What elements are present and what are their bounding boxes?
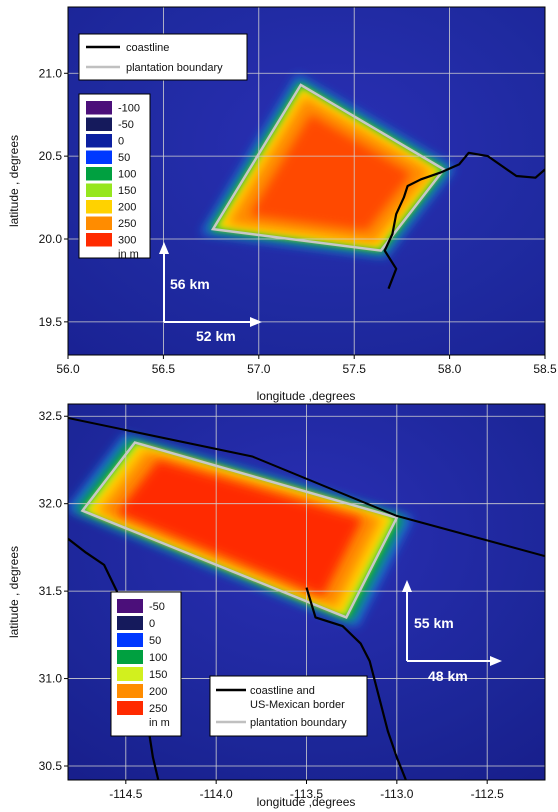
y-tick-label-3: 32.0 xyxy=(39,497,63,511)
legend-swatch-4 xyxy=(117,667,143,681)
y-tick-label-3: 21.0 xyxy=(39,66,63,80)
bottom-chart: -114.5 -114.0 -113.5 -113.0 -112.5 30.5 31.0 31… xyxy=(7,403,546,809)
x-tick-label-2: -113.5 xyxy=(290,787,323,801)
x-tick-label-3: -113.0 xyxy=(380,787,413,801)
legend-swatch-6 xyxy=(86,200,112,214)
top-heatmap xyxy=(68,7,545,355)
legend-level-label-3: 100 xyxy=(149,652,167,664)
bottom-vertical-arrow-label: 55 km xyxy=(414,615,454,631)
coastline xyxy=(305,587,407,780)
legend-unit: in m xyxy=(149,717,170,729)
bottom-x-axis-label: longitude ,degrees xyxy=(257,795,356,809)
coastline xyxy=(383,151,545,290)
legend-swatch-1 xyxy=(86,117,112,131)
bottom-heatmap xyxy=(68,404,545,780)
bottom-horizontal-arrow-label: 48 km xyxy=(428,668,468,684)
legend-level-label-0: -100 xyxy=(118,103,140,115)
legend-level-label-3: 50 xyxy=(118,152,130,164)
legend-level-label-6: 250 xyxy=(149,703,167,715)
legend-level-label-6: 200 xyxy=(118,202,136,214)
y-tick-label-0: 30.5 xyxy=(39,759,63,773)
top-plot-frame xyxy=(67,6,546,356)
x-tick-label-2: 57.0 xyxy=(247,362,271,376)
legend-level-label-7: 250 xyxy=(118,218,136,230)
legend-swatch-0 xyxy=(86,101,112,115)
plantation-boundary xyxy=(80,441,399,619)
y-tick-label-4: 32.5 xyxy=(39,409,63,423)
legend-level-label-1: -50 xyxy=(118,119,134,131)
us-mexican-border xyxy=(68,417,545,558)
y-tick-label-2: 31.5 xyxy=(39,584,63,598)
legend-coastline-border-label-2: US-Mexican border xyxy=(250,699,345,711)
legend-level-label-2: 0 xyxy=(118,136,124,148)
x-tick-label-5: 58.5 xyxy=(533,362,557,376)
legend-plantation-label-bottom: plantation boundary xyxy=(250,717,347,729)
heat-layer-5 xyxy=(117,460,363,597)
legend-level-label-0: -50 xyxy=(149,601,165,613)
legend-level-label-4: 150 xyxy=(149,669,167,681)
legend-swatch-1 xyxy=(117,616,143,630)
bottom-y-axis-label: latitude , degrees xyxy=(7,546,21,638)
legend-swatch-6 xyxy=(117,701,143,715)
x-tick-label-1: -114.0 xyxy=(200,787,233,801)
legend-level-label-5: 200 xyxy=(149,686,167,698)
legend-swatch-2 xyxy=(86,134,112,148)
x-tick-label-4: -112.5 xyxy=(471,787,504,801)
top-x-axis-label: longitude ,degrees xyxy=(257,389,356,403)
legend-swatch-2 xyxy=(117,633,143,647)
legend-swatch-8 xyxy=(86,233,112,247)
top-horizontal-arrow-label: 52 km xyxy=(196,328,236,344)
legend-level-label-1: 0 xyxy=(149,618,155,630)
y-tick-label-0: 19.5 xyxy=(39,315,63,329)
x-tick-label-0: 56.0 xyxy=(56,362,80,376)
legend-coastline-label: coastline xyxy=(126,42,169,54)
legend-level-label-4: 100 xyxy=(118,169,136,181)
top-scale-arrows: 56 km 52 km xyxy=(159,242,262,344)
legend-level-label-8: 300 xyxy=(118,235,136,247)
legend-swatch-5 xyxy=(117,684,143,698)
legend-unit: in m xyxy=(118,249,139,261)
top-y-axis-label: latitude , degrees xyxy=(7,135,21,227)
top-line-legend: coastline plantation boundary xyxy=(78,33,248,81)
bottom-line-legend: coastline and US-Mexican border plantati… xyxy=(209,675,368,737)
legend-swatch-3 xyxy=(117,650,143,664)
bottom-color-legend: -50 0 50 100 150 200 250 in m xyxy=(110,591,182,737)
legend-level-label-5: 150 xyxy=(118,185,136,197)
legend-level-label-2: 50 xyxy=(149,635,161,647)
bottom-scale-arrows: 55 km 48 km xyxy=(402,580,502,684)
x-tick-label-1: 56.5 xyxy=(152,362,176,376)
top-vertical-arrow-label: 56 km xyxy=(170,276,210,292)
y-tick-label-1: 31.0 xyxy=(39,672,63,686)
top-chart: 56.0 56.5 57.0 57.5 58.0 58.5 19.5 20.0 20.5 21.0… xyxy=(7,6,557,403)
top-color-legend: -100 -50 0 50 100 150 200 250 300 in m xyxy=(78,93,151,261)
legend-swatch-0 xyxy=(117,599,143,613)
plantation-boundary xyxy=(210,83,446,252)
legend-swatch-7 xyxy=(86,216,112,230)
legend-plantation-label: plantation boundary xyxy=(126,62,223,74)
x-tick-label-3: 57.5 xyxy=(343,362,367,376)
x-tick-label-4: 58.0 xyxy=(438,362,462,376)
legend-swatch-5 xyxy=(86,183,112,197)
legend-swatch-4 xyxy=(86,167,112,181)
heat-layer-5 xyxy=(249,114,412,231)
legend-coastline-border-label: coastline and xyxy=(250,685,315,697)
legend-swatch-3 xyxy=(86,150,112,164)
x-tick-label-0: -114.5 xyxy=(109,787,142,801)
y-tick-label-2: 20.5 xyxy=(39,149,63,163)
y-tick-label-1: 20.0 xyxy=(39,232,63,246)
